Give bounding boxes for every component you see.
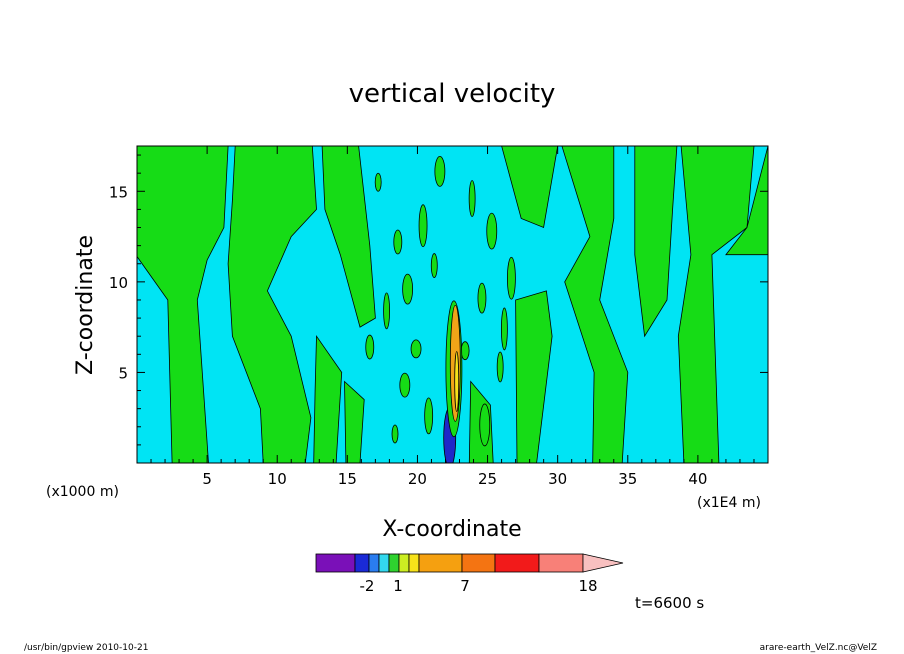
cell-0 [374,172,382,192]
x-tick-label-1: 10 [268,470,287,488]
band-mid-left [321,146,376,328]
x-tick-label-3: 20 [408,470,427,488]
cell-4 [418,204,428,248]
colorbar-cell-3 [378,553,390,573]
colorbar-cell-1 [354,553,370,573]
band-low-mid [344,380,365,463]
colorbar-arrow [582,553,624,573]
plot-frame [136,145,769,464]
colorbar-label-2: 7 [460,577,470,595]
cell-6 [430,253,438,278]
cell-14 [479,403,491,447]
x-axis: 5 10 15 20 25 30 35 40 [150,146,755,488]
colorbar-cell-10 [538,553,584,573]
colorbar-cell-5 [398,553,410,573]
y-tick-label-1: 10 [109,274,128,292]
band-top-mid [501,146,559,229]
colorbar: -2 1 7 18 [315,553,624,595]
band-right-center [561,146,629,463]
band-far-right-corner [725,146,768,256]
cell-12 [496,351,504,383]
cell-19 [506,256,516,300]
band-mid-right [515,290,553,463]
y-tick-label-0: 5 [118,364,128,382]
cell-13 [424,397,434,435]
chart-title: vertical velocity [349,79,556,109]
x-axis-label: X-coordinate [382,517,521,542]
y-unit-label: (x1E4 m) [697,495,761,511]
cell-10 [460,341,470,361]
cell-17 [434,155,446,187]
colorbar-cell-8 [461,553,496,573]
footer-right: arare-earth_VelZ.nc@VelZ [760,643,877,653]
x-tick-label-7: 40 [688,470,707,488]
contour-fields [137,146,768,463]
band-left [137,146,229,463]
cell-5 [410,339,422,359]
x-tick-label-2: 15 [338,470,357,488]
x-tick-label-0: 5 [202,470,212,488]
y-tick-label-2: 15 [109,183,128,201]
colorbar-cell-6 [408,553,420,573]
band-low-left [313,334,343,463]
cell-8 [486,212,498,250]
cell-3 [383,292,390,330]
x-tick-label-4: 25 [478,470,497,488]
colorbar-label-0: -2 [360,577,375,595]
x-unit-label: (x1000 m) [46,484,119,500]
cell-16 [365,334,375,360]
cell-7 [477,282,487,314]
y-axis-label: Z-coordinate [73,235,98,375]
colorbar-cell-0 [315,553,356,573]
colorbar-cell-4 [388,553,400,573]
band-left-center [227,146,317,463]
cell-9 [500,307,508,351]
updraft-peak [454,351,460,412]
cell-11 [399,372,411,398]
y-axis: 5 10 15 [109,154,768,446]
colorbar-cell-2 [368,553,380,573]
cell-2 [402,273,414,305]
colorbar-label-1: 1 [393,577,403,595]
cell-1 [393,229,403,255]
time-label: t=6600 s [635,594,704,612]
band-right-upper [634,146,678,338]
x-tick-label-6: 35 [618,470,637,488]
colorbar-label-3: 18 [578,577,597,595]
band-far-right [677,146,755,463]
colorbar-cell-9 [494,553,540,573]
footer-left: /usr/bin/gpview 2010-10-21 [24,643,148,653]
colorbar-cell-7 [418,553,463,573]
cell-15 [391,424,399,444]
x-tick-label-5: 30 [548,470,567,488]
plot-area [137,146,768,463]
cell-18 [468,180,476,217]
